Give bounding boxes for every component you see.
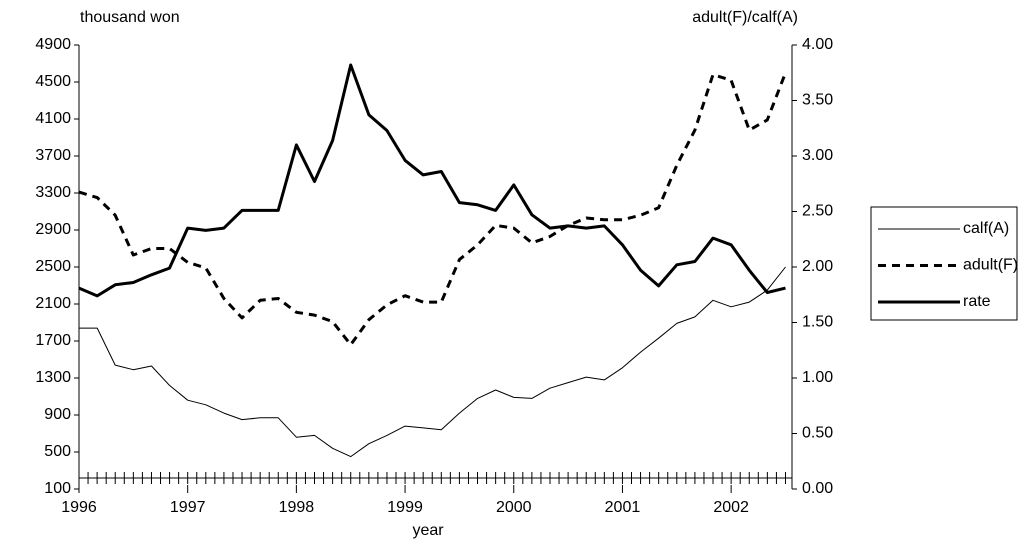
y-tick-label: 4900	[35, 36, 71, 53]
y-tick-label: 900	[44, 406, 71, 423]
y-tick-label: 100	[44, 480, 71, 497]
x-tick-label: 1998	[279, 499, 315, 516]
y2-tick-label: 1.00	[802, 369, 833, 386]
y-tick-label: 3300	[35, 184, 71, 201]
y2-tick-label: 2.00	[802, 258, 833, 275]
x-tick-label: 1997	[170, 499, 206, 516]
y-tick-label: 4100	[35, 110, 71, 127]
y-tick-label: 2900	[35, 221, 71, 238]
legend-label: adult(F)	[963, 257, 1018, 274]
y2-tick-label: 0.50	[802, 425, 833, 442]
y2-axis-title: adult(F)/calf(A)	[692, 9, 798, 26]
x-axis-title: year	[412, 522, 444, 539]
x-tick-label: 2001	[605, 499, 641, 516]
y-tick-label: 4500	[35, 73, 71, 90]
y2-tick-label: 3.00	[802, 147, 833, 164]
y-tick-label: 1300	[35, 369, 71, 386]
series-line	[79, 266, 786, 458]
legend-label: calf(A)	[963, 220, 1009, 237]
series-line	[78, 72, 787, 347]
y-tick-label: 500	[44, 443, 71, 460]
y2-tick-label: 2.50	[802, 203, 833, 220]
y-tick-label: 3700	[35, 147, 71, 164]
x-tick-label: 2000	[496, 499, 532, 516]
y-tick-label: 2100	[35, 295, 71, 312]
y2-tick-label: 1.50	[802, 314, 833, 331]
y2-tick-label: 3.50	[802, 92, 833, 109]
y-axis-title: thousand won	[80, 9, 180, 26]
x-tick-label: 1999	[387, 499, 423, 516]
x-tick-label: 1996	[61, 499, 97, 516]
y-tick-label: 2500	[35, 258, 71, 275]
series-line	[78, 63, 786, 298]
x-tick-label: 2002	[713, 499, 749, 516]
legend-label: rate	[963, 293, 991, 310]
y2-tick-label: 0.00	[802, 480, 833, 497]
y-tick-label: 1700	[35, 332, 71, 349]
y2-tick-label: 4.00	[802, 36, 833, 53]
